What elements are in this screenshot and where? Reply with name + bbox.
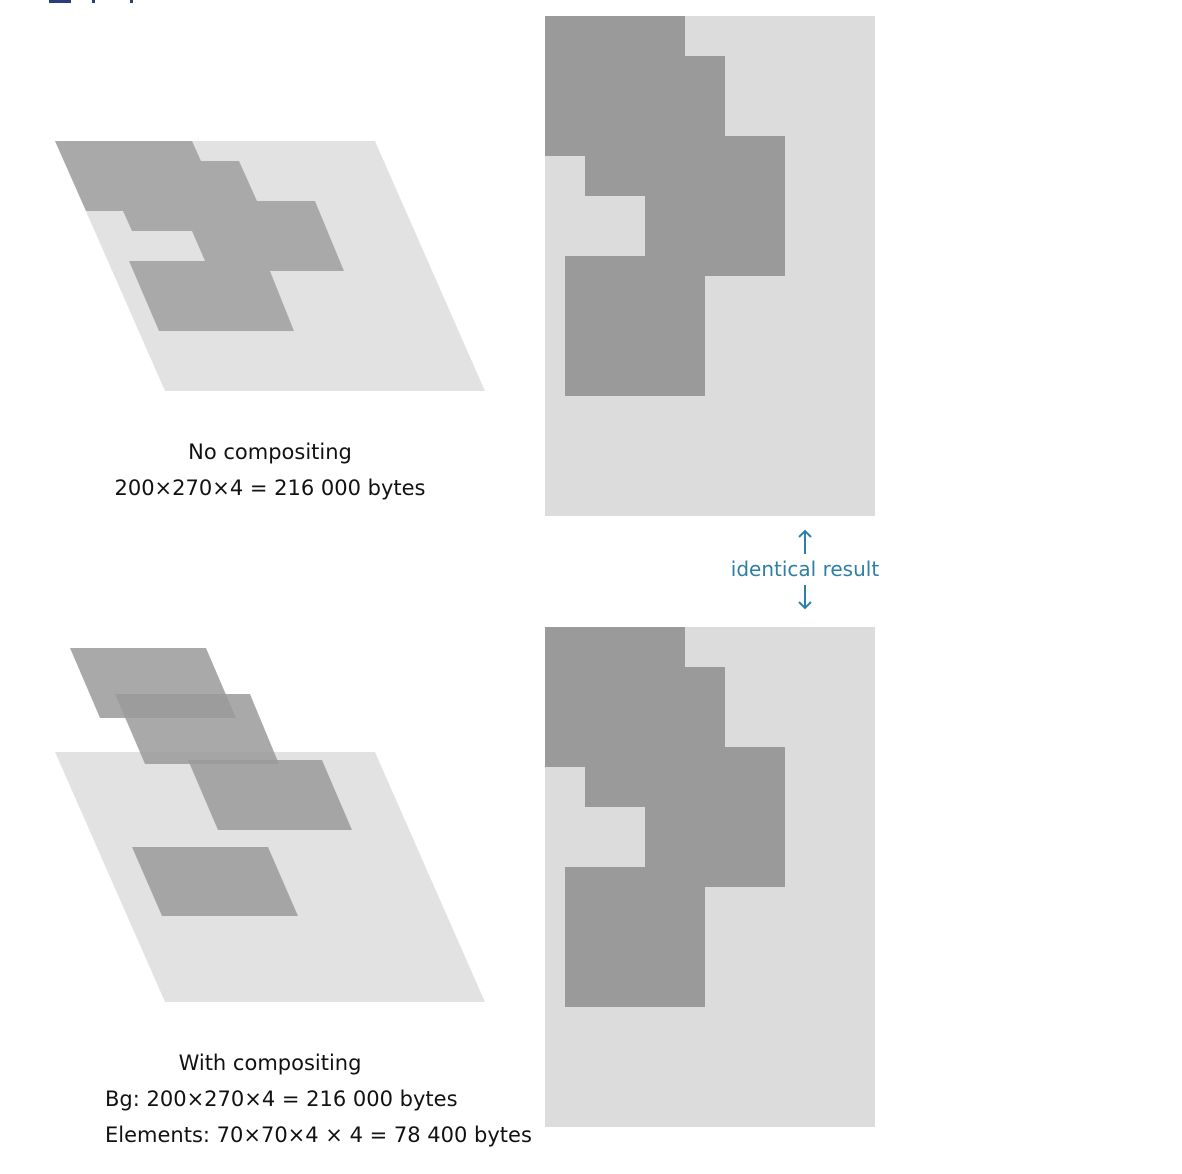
with-compositing-elements-size: Elements: 70×70×4 × 4 = 78 400 bytes: [105, 1123, 532, 1147]
top-edge-mark: [49, 0, 133, 3]
result-top: [545, 16, 875, 516]
identical-result-indicator: identical result: [731, 529, 880, 610]
composited-element-layer-3: [188, 760, 352, 830]
result-bottom-block-4: [565, 867, 705, 1007]
no-compositing-size: 200×270×4 = 216 000 bytes: [114, 476, 425, 500]
result-top-block-4: [565, 256, 705, 396]
flat-layer-illustration: [55, 141, 485, 391]
arrow-down-icon: [798, 585, 812, 610]
flat-element-shape: [55, 141, 344, 331]
composited-element-layer-4: [132, 847, 298, 916]
identical-result-label: identical result: [731, 557, 880, 581]
result-bottom-block-3: [645, 747, 785, 887]
no-compositing-caption: No compositing 200×270×4 = 216 000 bytes: [114, 440, 425, 500]
result-top-block-3: [645, 136, 785, 276]
with-compositing-caption: With compositing Bg: 200×270×4 = 216 000…: [105, 1051, 532, 1147]
composited-element-layer-1: [70, 648, 236, 718]
composited-layers-illustration: [55, 648, 485, 1002]
with-compositing-bg-size: Bg: 200×270×4 = 216 000 bytes: [105, 1087, 458, 1111]
no-compositing-title: No compositing: [188, 440, 352, 464]
with-compositing-title: With compositing: [179, 1051, 362, 1075]
result-bottom: [545, 627, 875, 1127]
arrow-up-icon: [798, 529, 812, 554]
